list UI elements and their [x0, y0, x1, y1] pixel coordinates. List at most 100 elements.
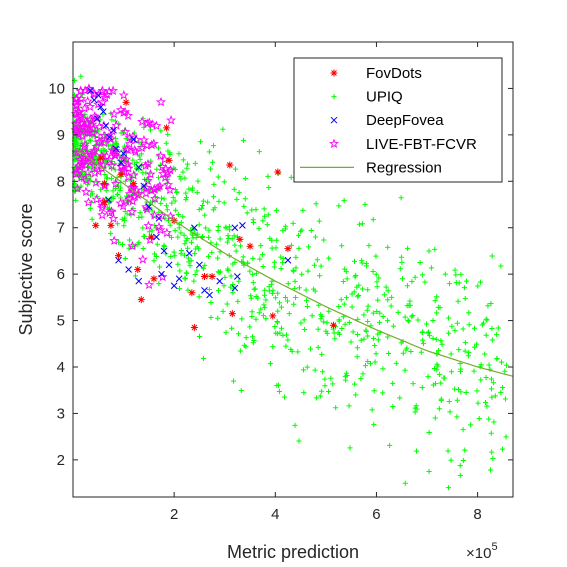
data-point: [151, 258, 157, 264]
x-tick-label: 6: [372, 506, 380, 523]
data-point: [390, 323, 396, 329]
data-point: [251, 286, 257, 292]
y-tick-label: 2: [57, 452, 65, 469]
data-point: [463, 278, 470, 284]
data-point: [194, 268, 200, 274]
x-axis-exponent: ×105: [466, 541, 498, 562]
data-point: [153, 221, 164, 232]
data-point: [292, 422, 298, 428]
data-point: [87, 138, 94, 144]
data-point: [239, 222, 246, 229]
data-point: [276, 388, 283, 395]
data-point: [488, 300, 494, 307]
data-point: [127, 196, 138, 206]
data-point: [106, 133, 113, 141]
data-point: [184, 165, 190, 171]
data-point: [213, 241, 219, 247]
data-point: [413, 448, 420, 454]
data-point: [460, 326, 466, 332]
data-point: [230, 378, 237, 384]
data-point: [98, 187, 104, 193]
data-point: [311, 262, 318, 268]
data-point: [285, 280, 291, 287]
data-point: [494, 355, 500, 362]
series-live-fbt-fcvr: [70, 83, 177, 290]
data-point: [484, 403, 490, 409]
data-point: [262, 213, 268, 219]
data-point: [298, 228, 304, 234]
data-point: [276, 300, 283, 306]
data-point: [187, 262, 193, 269]
data-point: [85, 149, 96, 160]
data-point: [155, 224, 166, 235]
data-point: [432, 381, 439, 387]
data-point: [299, 227, 305, 233]
data-point: [85, 114, 96, 124]
data-point: [89, 191, 96, 197]
data-point: [475, 400, 481, 406]
data-point: [200, 265, 207, 272]
data-point: [221, 283, 227, 289]
data-point: [130, 180, 138, 188]
legend-marker: [330, 116, 338, 124]
data-point: [178, 176, 184, 182]
data-point: [346, 403, 352, 409]
data-point: [462, 447, 468, 453]
data-point: [375, 337, 381, 343]
data-point: [495, 325, 501, 331]
data-point: [415, 317, 421, 323]
data-point: [251, 337, 257, 344]
data-point: [95, 155, 106, 165]
data-point: [398, 254, 405, 260]
data-point: [372, 342, 378, 349]
data-point: [354, 345, 361, 351]
data-point: [282, 226, 289, 232]
data-point: [94, 154, 100, 160]
data-point: [248, 295, 254, 301]
data-point: [475, 283, 481, 289]
data-point: [137, 296, 145, 304]
data-point: [372, 359, 378, 365]
data-point: [182, 241, 188, 247]
data-point: [170, 282, 178, 290]
data-point: [477, 279, 484, 285]
data-point: [117, 159, 125, 167]
data-point: [304, 364, 310, 370]
data-point: [137, 156, 143, 163]
data-point: [208, 299, 214, 306]
data-point: [175, 211, 181, 218]
data-point: [163, 203, 170, 209]
data-point: [196, 333, 203, 340]
data-point: [360, 371, 366, 377]
data-point: [168, 234, 175, 241]
data-point: [397, 395, 403, 401]
data-point: [167, 151, 173, 158]
data-point: [199, 233, 206, 240]
data-point: [112, 145, 120, 153]
data-point: [168, 253, 174, 260]
data-point: [256, 225, 262, 232]
data-point: [325, 388, 332, 395]
data-point: [295, 349, 301, 355]
data-point: [367, 360, 374, 367]
data-point: [163, 124, 171, 132]
data-point: [75, 85, 86, 96]
data-point: [428, 265, 435, 271]
x-tick-label: 2: [170, 506, 178, 523]
data-point: [244, 210, 250, 216]
data-point: [184, 270, 190, 276]
data-point: [343, 295, 350, 301]
data-point: [412, 405, 418, 411]
data-point: [361, 336, 367, 342]
data-point: [485, 303, 491, 309]
data-point: [482, 351, 488, 357]
data-point: [296, 285, 303, 291]
data-point: [215, 255, 221, 261]
data-point: [135, 164, 143, 171]
data-point: [140, 225, 146, 231]
data-point: [110, 194, 116, 200]
data-point: [115, 191, 121, 197]
data-point: [154, 241, 160, 247]
data-point: [90, 177, 102, 187]
data-point: [96, 87, 107, 97]
